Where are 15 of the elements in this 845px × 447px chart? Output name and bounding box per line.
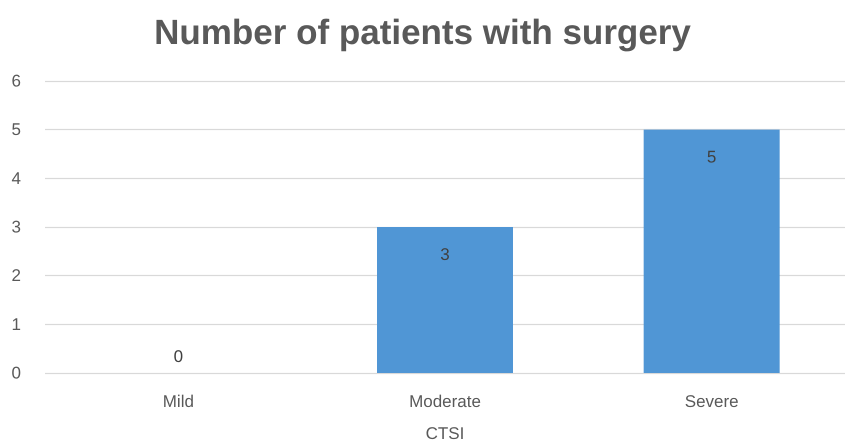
- chart-title: Number of patients with surgery: [154, 13, 692, 52]
- y-tick-label: 0: [12, 364, 21, 382]
- x-tick-label: Severe: [684, 392, 739, 411]
- y-tick-label: 1: [12, 314, 21, 334]
- data-label: 5: [706, 148, 716, 167]
- y-tick-label: 3: [12, 218, 21, 236]
- y-tick-label: 6: [12, 72, 21, 90]
- x-tick-label: Mild: [162, 392, 194, 411]
- y-tick-label: 5: [12, 120, 21, 140]
- data-label: 3: [440, 245, 450, 264]
- y-tick-label: 2: [12, 266, 21, 286]
- x-axis-title: CTSI: [426, 424, 464, 443]
- data-label: 0: [174, 347, 184, 366]
- y-tick-label: 4: [12, 168, 21, 188]
- x-tick-label: Moderate: [409, 392, 481, 411]
